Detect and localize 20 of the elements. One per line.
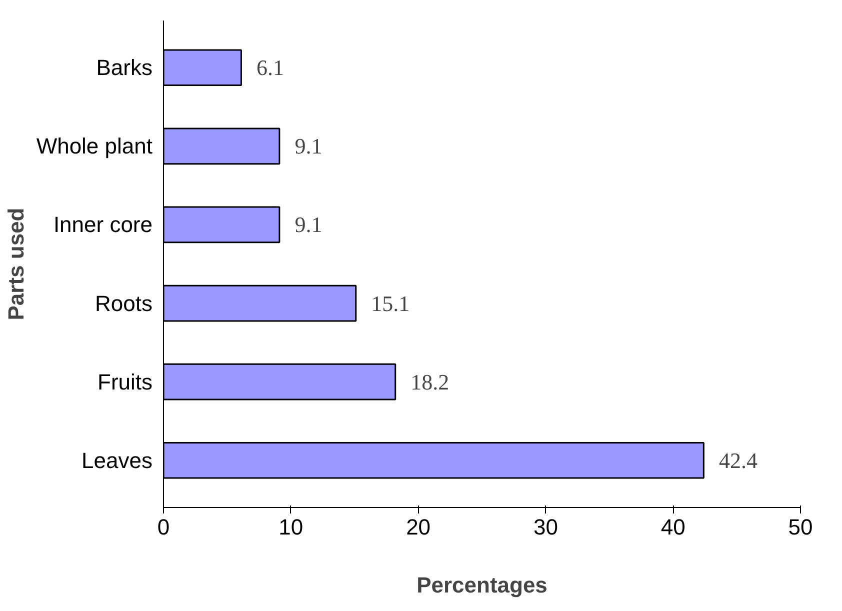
data-label: 42.4 <box>718 448 758 473</box>
data-label: 15.1 <box>371 290 410 316</box>
data-label: 9.1 <box>294 212 322 238</box>
y-tick-label: Inner core <box>53 212 153 238</box>
data-label: 18.2 <box>410 369 450 394</box>
y-tick-label: Fruits <box>98 369 152 394</box>
x-tick-label: 50 <box>788 514 813 540</box>
y-tick-label: Barks <box>96 55 153 80</box>
y-axis-title: Parts used <box>3 208 28 320</box>
x-tick-label: 10 <box>278 514 304 540</box>
x-axis-title: Percentages <box>416 572 548 598</box>
x-tick-label: 30 <box>533 514 558 540</box>
data-label: 6.1 <box>256 55 284 80</box>
y-tick-label: Leaves <box>82 448 153 473</box>
x-tick-label: 40 <box>660 514 686 540</box>
y-tick-label: Roots <box>95 290 153 316</box>
data-label: 9.1 <box>294 134 322 159</box>
y-tick-label: Whole plant <box>36 134 153 159</box>
x-tick-label: 20 <box>406 514 431 540</box>
x-tick-label: 0 <box>157 514 170 540</box>
